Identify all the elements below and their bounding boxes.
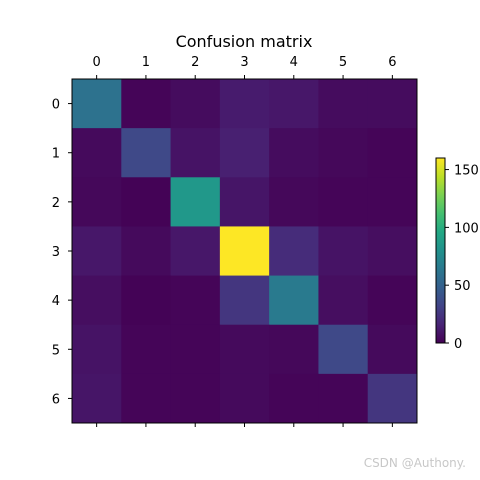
heatmap-cell-3-0 bbox=[72, 226, 122, 277]
heatmap-cell-5-5 bbox=[318, 324, 369, 375]
chart-title: Confusion matrix bbox=[176, 32, 313, 51]
heatmap-cell-6-1 bbox=[121, 373, 172, 424]
y-tick-label: 4 bbox=[52, 294, 60, 309]
heatmap-cell-2-1 bbox=[121, 177, 172, 227]
x-tick-label: 3 bbox=[240, 55, 248, 70]
heatmap-cell-1-1 bbox=[121, 128, 172, 178]
heatmap-cell-4-1 bbox=[121, 275, 172, 326]
x-tick-label: 5 bbox=[339, 55, 347, 70]
heatmap-cell-3-3 bbox=[219, 226, 270, 277]
heatmap-cell-0-1 bbox=[121, 79, 172, 129]
heatmap-cell-6-2 bbox=[170, 373, 221, 424]
heatmap-cell-6-6 bbox=[367, 373, 418, 424]
heatmap-cell-6-5 bbox=[318, 373, 369, 424]
heatmap-cell-2-4 bbox=[269, 177, 319, 227]
heatmap-cell-1-0 bbox=[72, 128, 122, 178]
heatmap-cell-4-5 bbox=[318, 275, 369, 326]
heatmap-cell-3-5 bbox=[318, 226, 369, 277]
heatmap-cell-1-6 bbox=[367, 128, 418, 178]
heatmap-cell-5-2 bbox=[170, 324, 221, 375]
heatmap-cell-6-4 bbox=[269, 373, 319, 424]
heatmap-cell-3-4 bbox=[269, 226, 319, 277]
x-axis-ticks: 0 1 2 3 4 5 6 bbox=[93, 55, 396, 427]
y-tick-label: 1 bbox=[52, 147, 60, 162]
heatmap-cell-4-3 bbox=[219, 275, 270, 326]
heatmap-cell-6-0 bbox=[72, 373, 122, 424]
heatmap-cell-4-0 bbox=[72, 275, 122, 326]
y-tick-label: 3 bbox=[52, 245, 60, 260]
heatmap-cell-4-4 bbox=[269, 275, 319, 326]
heatmap-cell-5-0 bbox=[72, 324, 122, 375]
heatmap-cell-4-2 bbox=[170, 275, 221, 326]
heatmap-cell-2-3 bbox=[219, 177, 270, 227]
heatmap-cell-2-5 bbox=[318, 177, 369, 227]
heatmap-cell-5-3 bbox=[219, 324, 270, 375]
heatmap-cell-2-2 bbox=[170, 177, 221, 227]
y-axis-ticks: 0 1 2 3 4 5 6 bbox=[52, 98, 72, 407]
colorbar-tick-label: 150 bbox=[454, 164, 479, 179]
heatmap-cell-6-3 bbox=[219, 373, 270, 424]
heatmap-cell-4-6 bbox=[367, 275, 418, 326]
y-tick-label: 0 bbox=[52, 98, 60, 113]
y-tick-label: 2 bbox=[52, 196, 60, 211]
heatmap-cell-5-6 bbox=[367, 324, 418, 375]
heatmap-cell-0-2 bbox=[170, 79, 221, 129]
watermark: CSDN @Authony. bbox=[363, 456, 466, 470]
heatmap-cell-1-4 bbox=[269, 128, 319, 178]
heatmap-cell-2-6 bbox=[367, 177, 418, 227]
heatmap-cell-3-2 bbox=[170, 226, 221, 277]
colorbar-tick-label: 0 bbox=[454, 337, 462, 352]
x-tick-label: 0 bbox=[93, 55, 101, 70]
heatmap-cell-1-5 bbox=[318, 128, 369, 178]
y-tick-label: 6 bbox=[52, 392, 60, 407]
heatmap-cell-0-0 bbox=[72, 79, 122, 129]
heatmap-cell-0-5 bbox=[318, 79, 369, 129]
heatmap-cell-5-1 bbox=[121, 324, 172, 375]
heatmap-cells bbox=[72, 79, 418, 424]
x-tick-label: 1 bbox=[142, 55, 150, 70]
colorbar bbox=[435, 157, 446, 344]
y-tick-label: 5 bbox=[52, 343, 60, 358]
x-tick-label: 2 bbox=[191, 55, 199, 70]
heatmap-cell-5-4 bbox=[269, 324, 319, 375]
x-tick-label: 4 bbox=[290, 55, 298, 70]
heatmap-cell-1-3 bbox=[219, 128, 270, 178]
heatmap-cell-0-4 bbox=[269, 79, 319, 129]
x-tick-label: 6 bbox=[388, 55, 396, 70]
heatmap-cell-1-2 bbox=[170, 128, 221, 178]
heatmap-cell-3-6 bbox=[367, 226, 418, 277]
colorbar-tick-label: 50 bbox=[454, 279, 471, 294]
colorbar-tick-label: 100 bbox=[454, 221, 479, 236]
colorbar-ticks: 0 50 100 150 bbox=[445, 164, 479, 352]
heatmap-cell-0-3 bbox=[219, 79, 270, 129]
heatmap-cell-0-6 bbox=[367, 79, 418, 129]
heatmap-cell-3-1 bbox=[121, 226, 172, 277]
heatmap-cell-2-0 bbox=[72, 177, 122, 227]
